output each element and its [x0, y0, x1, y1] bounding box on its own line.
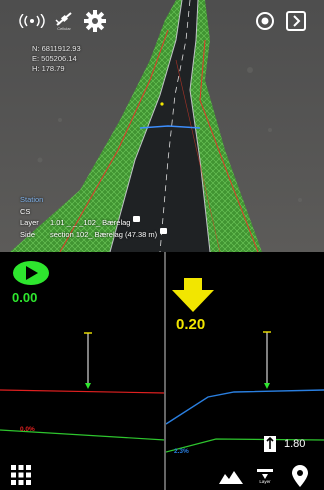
satellite-label: Cellular	[57, 26, 71, 31]
arrow-down-icon	[170, 278, 216, 312]
cs-label: CS	[20, 206, 50, 218]
vertical-deviation-value: 0.20	[176, 316, 205, 333]
rod-height-value[interactable]: 1.80	[284, 438, 305, 450]
lock-icon[interactable]	[160, 228, 167, 234]
side-label: Side	[20, 229, 50, 241]
3d-model-view[interactable]: Cellular N: 6811912.93	[0, 0, 324, 252]
lock-icon[interactable]	[133, 216, 140, 222]
layer-row[interactable]: Layer 1.01 _ _ _102_ Bærelag	[20, 217, 167, 229]
satellite-icon[interactable]: Cellular	[50, 8, 78, 34]
coordinates-readout: N: 6811912.93 E: 505206.14 H: 178.79	[32, 44, 81, 74]
layer-label: Layer	[20, 217, 50, 229]
terrain-icon[interactable]	[218, 468, 244, 486]
horizontal-deviation-value: 0.00	[12, 290, 37, 305]
left-cross-slope: 0.0%	[20, 426, 35, 433]
rod-height-icon	[263, 436, 277, 452]
east-coordinate: E: 505206.14	[32, 54, 81, 64]
cs-row: CS	[20, 206, 167, 218]
side-value: section 102_ Bærelag (47.38 m)	[50, 229, 157, 241]
layer-value: 1.01 _ _ _102_ Bærelag	[50, 217, 130, 229]
gear-icon[interactable]	[82, 8, 108, 34]
right-guidance-panel: 0.20 2.3% 1.80 Layer	[166, 252, 324, 490]
wifi-signal-icon[interactable]	[18, 8, 46, 34]
arrow-right-icon	[12, 260, 50, 286]
design-info-panel: Station CS Layer 1.01 _ _ _102_ Bærelag …	[20, 194, 167, 240]
station-row: Station	[20, 194, 167, 206]
north-coordinate: N: 6811912.93	[32, 44, 81, 54]
layer-button-label: Layer	[259, 479, 270, 484]
left-guidance-panel: 0.00 0.0%	[0, 252, 165, 490]
grid-menu-icon[interactable]	[10, 464, 32, 486]
height-coordinate: H: 178.79	[32, 64, 81, 74]
target-icon[interactable]	[254, 8, 276, 34]
chevron-right-icon[interactable]	[285, 8, 307, 34]
station-label: Station	[20, 194, 50, 206]
right-cross-slope: 2.3%	[174, 448, 189, 455]
location-pin-icon[interactable]	[290, 464, 310, 488]
left-profile-lines	[0, 252, 165, 490]
side-row[interactable]: Side section 102_ Bærelag (47.38 m)	[20, 229, 167, 241]
layer-select-icon[interactable]: Layer	[254, 465, 276, 487]
